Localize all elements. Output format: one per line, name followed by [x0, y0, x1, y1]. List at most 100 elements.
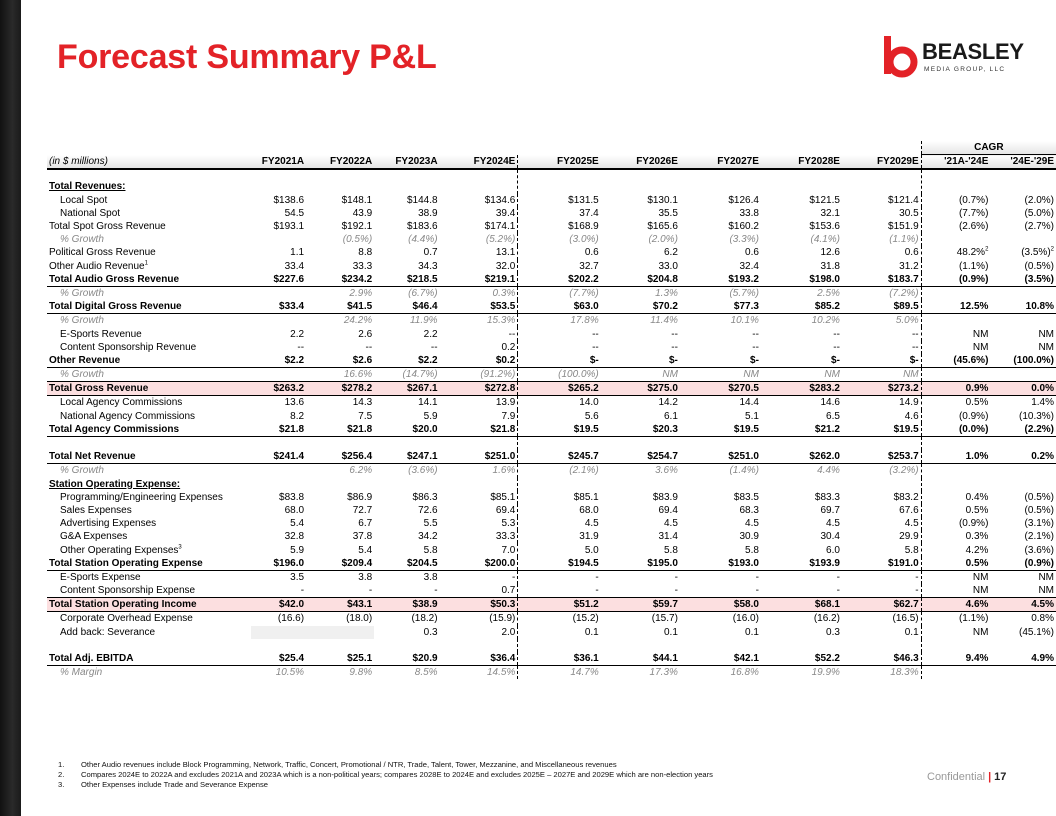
cell: 1.3% — [655, 287, 678, 299]
cell: 5.9 — [423, 410, 438, 422]
cell: 0.3 — [423, 626, 438, 638]
cell: 0.1 — [841, 625, 922, 639]
table-row: Total Digital Gross Revenue $33.4 $41.5 $46… — [47, 300, 1056, 315]
cell: $85.2 — [760, 300, 842, 315]
cell — [680, 436, 761, 450]
cell — [306, 625, 375, 639]
cell: $194.5 — [517, 556, 601, 571]
cell: $42.1 — [679, 651, 761, 667]
cell: 30.4 — [820, 531, 840, 543]
cell — [761, 639, 842, 652]
header-blank — [761, 141, 842, 155]
cell — [251, 368, 306, 382]
table-row: Add back: Severance 0.3 2.0 0.1 0.1 0.1 0.3 0.1… — [47, 625, 1056, 639]
cell: 3.6% — [655, 465, 678, 477]
cell: $218.5 — [374, 272, 440, 287]
cell: (2.2%) — [990, 422, 1056, 437]
cagr-label: CAGR — [921, 141, 1056, 156]
table-row: Total Audio Gross Revenue $227.6 $234.2 $21… — [47, 272, 1056, 287]
row-label: Total Station Operating Income — [47, 597, 251, 613]
table-row: % Growth (0.5%) (4.4%) (5.2%) (3.0%) (2.0%) (3… — [47, 233, 1056, 247]
cell: 0.8% — [1031, 613, 1054, 625]
cell: - — [755, 585, 759, 597]
cell: 34.3 — [418, 260, 438, 272]
cell — [306, 639, 374, 652]
cell — [306, 436, 374, 450]
beasley-b-icon — [884, 36, 918, 78]
cell: (0.7%) — [958, 194, 989, 206]
page-title: Forecast Summary P&L — [57, 38, 437, 76]
cell: 15.3% — [439, 313, 519, 328]
cell: 3.5 — [290, 571, 305, 583]
table-row: Total Station Operating Expense $196.0 $20… — [47, 556, 1056, 571]
footnote-ref-2b: 2 — [1050, 247, 1054, 254]
cell: (2.0%) — [648, 234, 678, 246]
cell: 16.8% — [730, 667, 759, 679]
cell: - — [300, 585, 305, 597]
cell: $36.4 — [439, 651, 519, 667]
cell: 4.5 — [664, 518, 678, 530]
cell: 0.2 — [439, 340, 519, 354]
cell: $21.8 — [439, 422, 519, 437]
cell: $52.2 — [760, 651, 842, 667]
cell: (91.2%) — [439, 367, 519, 382]
table-row: Programming/Engineering Expenses $83.8 $86… — [47, 490, 1056, 504]
logo-subtitle: MEDIA GROUP, LLC — [924, 66, 1006, 73]
cell: 0.3% — [965, 531, 989, 543]
cell: $83.3 — [814, 491, 840, 503]
cell: $70.2 — [600, 300, 680, 315]
cell: (3.3%) — [729, 234, 759, 246]
cell: 30.9 — [739, 531, 759, 543]
column-header: '21A-'24E — [921, 154, 991, 171]
cell: (18.2) — [411, 613, 438, 625]
cell — [921, 169, 990, 193]
cell — [921, 436, 990, 450]
cell — [439, 638, 519, 652]
cell — [251, 169, 306, 193]
cell — [761, 169, 842, 193]
row-label: % Growth — [60, 369, 104, 381]
row-label: Sales Expenses — [60, 504, 132, 516]
cell: $- — [600, 353, 680, 368]
row-label — [47, 639, 251, 652]
cell: 0.5% — [965, 504, 989, 516]
cell: 67.6 — [841, 503, 922, 518]
cell: $- — [517, 353, 601, 368]
cell: 30.5 — [841, 206, 922, 220]
header-blank — [306, 141, 374, 155]
cell: 14.6 — [820, 397, 840, 409]
cell: $265.2 — [517, 381, 601, 397]
cell — [921, 478, 990, 491]
cell: (2.7%) — [1024, 221, 1054, 233]
cell: $204.8 — [600, 272, 680, 287]
table-row: Local Agency Commissions 13.6 14.3 14.1 13.9… — [47, 395, 1056, 410]
cell: (1.4%) — [729, 465, 759, 477]
cell: $68.1 — [760, 597, 842, 613]
table-row: E-Sports Revenue 2.2 2.6 2.2 -- -- -- -- -- -- NM N… — [47, 327, 1056, 341]
cell: $195.0 — [600, 556, 680, 571]
cell: (10.3%) — [1018, 410, 1054, 422]
cell: 17.8% — [570, 315, 599, 327]
row-label: % Growth — [60, 465, 104, 477]
cell: $21.8 — [250, 422, 307, 437]
cell: NM — [972, 585, 989, 597]
cell: (3.1%) — [1024, 518, 1054, 530]
cell: 69.7 — [820, 504, 840, 516]
header-blank — [841, 141, 922, 155]
cell: 2.9% — [349, 287, 373, 299]
cell: $58.0 — [679, 597, 761, 613]
cell: 0.5% — [965, 397, 989, 409]
row-label: Total Net Revenue — [47, 450, 251, 465]
cell: 69.4 — [439, 503, 519, 518]
cell: $83.5 — [733, 491, 759, 503]
cell: $270.5 — [679, 381, 761, 397]
cell: -- — [592, 341, 599, 353]
cell — [761, 478, 842, 491]
cell: 0.1 — [664, 626, 678, 638]
cell: 4.5 — [841, 517, 922, 531]
cell: NM — [1038, 571, 1054, 583]
cell — [518, 436, 601, 450]
cell — [601, 478, 680, 491]
header-blank — [518, 141, 601, 155]
cell: 10.2% — [811, 315, 840, 327]
